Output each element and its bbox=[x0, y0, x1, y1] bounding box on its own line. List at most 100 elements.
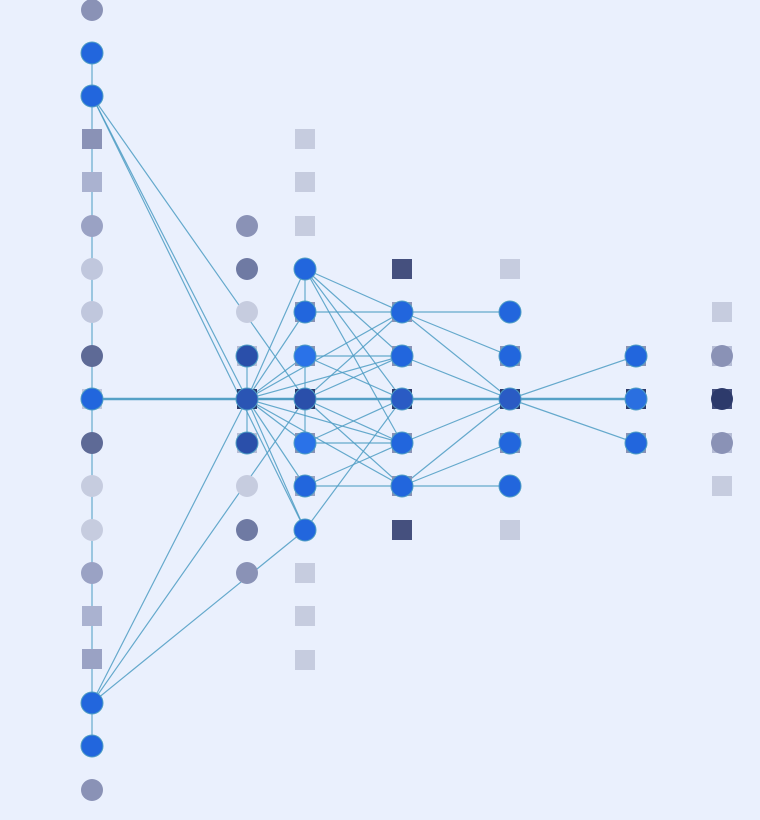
node-circle-glyph bbox=[293, 431, 317, 455]
graph-node[interactable] bbox=[82, 606, 102, 626]
graph-node[interactable] bbox=[295, 216, 315, 236]
graph-edge bbox=[246, 268, 306, 400]
graph-node[interactable] bbox=[81, 215, 103, 237]
graph-node-active[interactable] bbox=[390, 344, 414, 368]
node-square-glyph bbox=[295, 606, 315, 626]
graph-edge bbox=[91, 398, 248, 704]
node-square-glyph bbox=[712, 302, 732, 322]
node-layer bbox=[80, 0, 733, 801]
graph-node[interactable] bbox=[81, 258, 103, 280]
graph-node[interactable] bbox=[81, 779, 103, 801]
graph-node-active[interactable] bbox=[498, 387, 522, 411]
graph-node[interactable] bbox=[500, 520, 520, 540]
graph-node[interactable] bbox=[81, 475, 103, 497]
graph-node[interactable] bbox=[236, 562, 258, 584]
node-circle-glyph bbox=[236, 519, 258, 541]
graph-node-active[interactable] bbox=[80, 84, 104, 108]
node-circle-glyph bbox=[81, 562, 103, 584]
graph-node[interactable] bbox=[236, 519, 258, 541]
graph-node-active[interactable] bbox=[390, 431, 414, 455]
graph-node[interactable] bbox=[392, 520, 412, 540]
graph-node-active[interactable] bbox=[390, 474, 414, 498]
graph-node[interactable] bbox=[500, 259, 520, 279]
graph-node-active[interactable] bbox=[498, 431, 522, 455]
graph-node[interactable] bbox=[392, 259, 412, 279]
graph-node[interactable] bbox=[82, 649, 102, 669]
node-circle-glyph bbox=[80, 41, 104, 65]
graph-node[interactable] bbox=[81, 562, 103, 584]
graph-node-active[interactable] bbox=[235, 431, 259, 455]
node-circle-glyph bbox=[81, 432, 103, 454]
graph-node[interactable] bbox=[82, 129, 102, 149]
node-square-glyph bbox=[500, 520, 520, 540]
graph-node[interactable] bbox=[81, 432, 103, 454]
node-square-glyph bbox=[82, 649, 102, 669]
node-square-glyph bbox=[295, 172, 315, 192]
graph-node[interactable] bbox=[712, 302, 732, 322]
graph-node[interactable] bbox=[236, 215, 258, 237]
node-circle-glyph bbox=[236, 258, 258, 280]
graph-edge bbox=[91, 95, 306, 531]
graph-node[interactable] bbox=[81, 301, 103, 323]
edge-layer bbox=[90, 52, 638, 747]
graph-node-active[interactable] bbox=[293, 300, 317, 324]
graph-node-active[interactable] bbox=[80, 41, 104, 65]
graph-node-active[interactable] bbox=[80, 387, 104, 411]
node-circle-glyph bbox=[498, 474, 522, 498]
graph-node-active[interactable] bbox=[498, 300, 522, 324]
node-square-glyph bbox=[500, 259, 520, 279]
graph-edge bbox=[246, 311, 306, 400]
graph-node[interactable] bbox=[81, 0, 103, 21]
node-circle-glyph bbox=[711, 388, 733, 410]
graph-node-active[interactable] bbox=[80, 734, 104, 758]
graph-node[interactable] bbox=[711, 345, 733, 367]
node-circle-glyph bbox=[81, 475, 103, 497]
node-circle-glyph bbox=[390, 300, 414, 324]
graph-node-active[interactable] bbox=[624, 431, 648, 455]
node-square-glyph bbox=[392, 520, 412, 540]
graph-edge bbox=[246, 355, 403, 400]
node-circle-glyph bbox=[498, 344, 522, 368]
graph-node[interactable] bbox=[82, 172, 102, 192]
graph-node-active[interactable] bbox=[293, 387, 317, 411]
graph-node-active[interactable] bbox=[293, 257, 317, 281]
graph-edge bbox=[304, 311, 403, 400]
graph-node[interactable] bbox=[295, 650, 315, 670]
graph-node-active[interactable] bbox=[390, 387, 414, 411]
graph-node[interactable] bbox=[295, 129, 315, 149]
node-circle-glyph bbox=[624, 387, 648, 411]
graph-node-active[interactable] bbox=[235, 387, 259, 411]
node-circle-glyph bbox=[80, 84, 104, 108]
graph-node-active[interactable] bbox=[498, 344, 522, 368]
graph-node-active[interactable] bbox=[293, 474, 317, 498]
graph-node-active[interactable] bbox=[624, 387, 648, 411]
graph-node[interactable] bbox=[711, 388, 733, 410]
graph-node[interactable] bbox=[236, 301, 258, 323]
graph-node-active[interactable] bbox=[80, 691, 104, 715]
graph-node[interactable] bbox=[81, 345, 103, 367]
graph-node[interactable] bbox=[236, 475, 258, 497]
graph-node[interactable] bbox=[295, 606, 315, 626]
graph-node[interactable] bbox=[81, 519, 103, 541]
graph-node[interactable] bbox=[711, 432, 733, 454]
graph-node[interactable] bbox=[712, 476, 732, 496]
graph-node-active[interactable] bbox=[293, 344, 317, 368]
node-circle-glyph bbox=[624, 431, 648, 455]
graph-node-active[interactable] bbox=[235, 344, 259, 368]
node-square-glyph bbox=[82, 129, 102, 149]
graph-node[interactable] bbox=[236, 258, 258, 280]
node-square-glyph bbox=[392, 259, 412, 279]
graph-node[interactable] bbox=[295, 172, 315, 192]
node-square-glyph bbox=[82, 172, 102, 192]
graph-node-active[interactable] bbox=[624, 344, 648, 368]
node-circle-glyph bbox=[498, 387, 522, 411]
graph-edge bbox=[401, 398, 511, 487]
graph-node[interactable] bbox=[295, 563, 315, 583]
node-circle-glyph bbox=[81, 301, 103, 323]
graph-node-active[interactable] bbox=[293, 518, 317, 542]
node-circle-glyph bbox=[293, 474, 317, 498]
graph-node-active[interactable] bbox=[498, 474, 522, 498]
graph-node-active[interactable] bbox=[293, 431, 317, 455]
graph-node-active[interactable] bbox=[390, 300, 414, 324]
